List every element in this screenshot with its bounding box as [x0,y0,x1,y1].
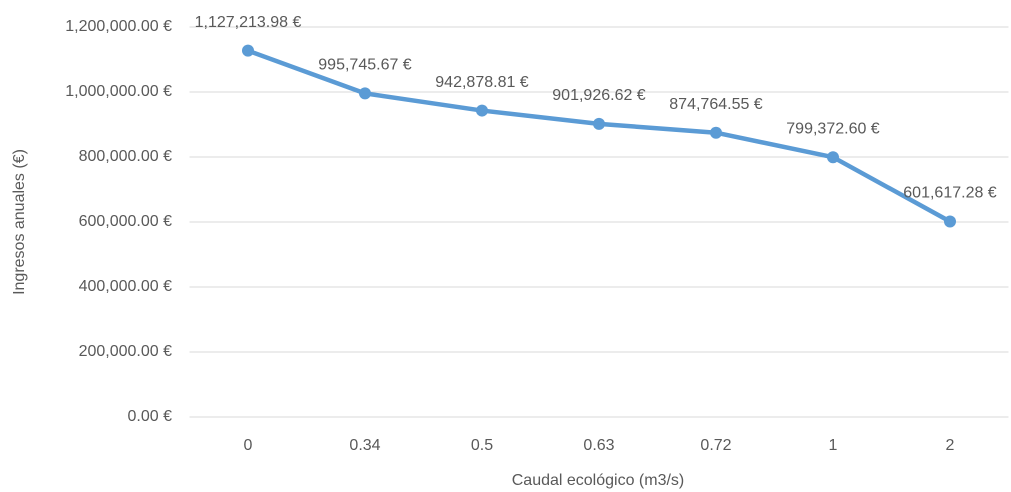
data-point [242,44,254,57]
data-point [710,126,722,139]
data-point [359,87,371,100]
data-point [476,104,488,117]
data-label: 1,127,213.98 € [195,14,302,31]
x-tick-label: 1 [829,437,838,454]
y-tick-label: 1,200,000.00 € [65,18,172,35]
data-label: 901,926.62 € [552,87,646,104]
x-tick-label: 2 [946,437,955,454]
y-axis-title: Ingresos anuales (€) [11,149,28,295]
data-label: 799,372.60 € [786,120,880,137]
data-point [593,117,605,130]
data-label: 874,764.55 € [669,96,763,113]
y-tick-label: 600,000.00 € [79,213,173,230]
y-tick-label: 200,000.00 € [79,343,173,360]
x-tick-label: 0.72 [700,437,731,454]
data-point [827,151,839,164]
data-label: 995,745.67 € [318,57,412,74]
y-tick-label: 800,000.00 € [79,148,173,165]
x-tick-label: 0 [244,437,253,454]
x-tick-label: 0.5 [471,437,493,454]
y-tick-label: 0.00 € [128,408,173,425]
data-label: 942,878.81 € [435,74,529,91]
y-tick-label: 1,000,000.00 € [65,83,172,100]
y-tick-label: 400,000.00 € [79,278,173,295]
x-axis-title: Caudal ecológico (m3/s) [512,472,685,489]
data-point [944,215,956,228]
x-tick-label: 0.63 [583,437,614,454]
x-tick-label: 0.34 [349,437,380,454]
data-label: 601,617.28 € [903,185,997,202]
